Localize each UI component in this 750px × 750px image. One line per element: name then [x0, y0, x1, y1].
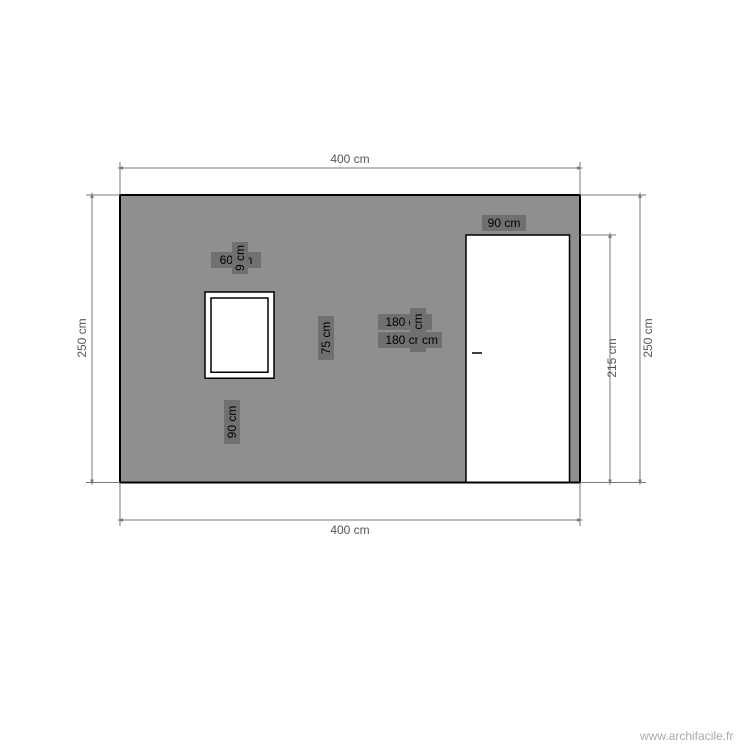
window-opening: [205, 292, 274, 378]
measurement-label-7: cm: [418, 332, 442, 348]
measurement-label-2: 9 cm: [232, 242, 248, 274]
svg-text:cm: cm: [422, 333, 438, 347]
svg-text:9 cm: 9 cm: [233, 245, 247, 271]
door-opening: [466, 235, 570, 482]
dimension-bottom-label: 400 cm: [330, 523, 369, 537]
measurement-label-0: 90 cm: [482, 215, 526, 231]
dimension-left-label: 250 cm: [75, 318, 89, 357]
measurement-label-8: 90 cm: [224, 400, 240, 444]
dimension-right-inner-label: 215 cm: [605, 338, 619, 377]
measurement-label-3: 75 cm: [318, 316, 334, 360]
dimension-right-outer-label: 250 cm: [641, 318, 655, 357]
svg-text:90 cm: 90 cm: [488, 216, 521, 230]
svg-text:90 cm: 90 cm: [225, 406, 239, 439]
dimension-top-label: 400 cm: [330, 152, 369, 166]
svg-text:75 cm: 75 cm: [319, 322, 333, 355]
watermark: www.archifacile.fr: [639, 729, 733, 743]
